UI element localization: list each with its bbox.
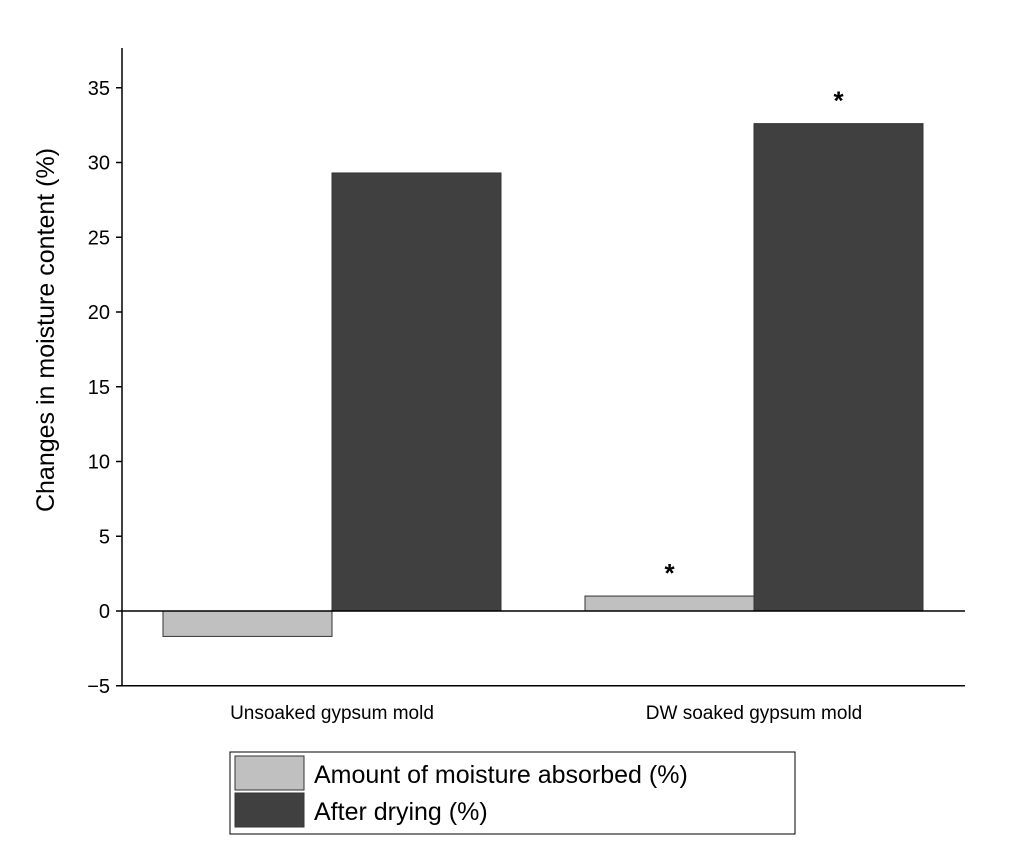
y-tick-label: 30 [88, 153, 110, 175]
y-tick-label: 35 [88, 78, 110, 100]
y-tick-label: 0 [99, 601, 110, 623]
x-tick-label: DW soaked gypsum mold [646, 703, 862, 724]
bar [584, 595, 755, 612]
bar [753, 123, 924, 612]
x-tick-label: Unsoaked gypsum mold [230, 703, 434, 724]
significance-marker: * [664, 558, 675, 588]
y-tick-label: 25 [88, 227, 110, 249]
legend-label: After drying (%) [314, 798, 488, 826]
bar [331, 172, 502, 612]
y-tick-label: 20 [88, 302, 110, 324]
y-axis-label: Changes in moisture content (%) [32, 148, 60, 512]
bar [162, 610, 333, 637]
legend-label: Amount of moisture absorbed (%) [314, 761, 688, 789]
y-tick-label: 15 [88, 377, 110, 399]
significance-marker: * [833, 86, 844, 116]
y-tick-label: 10 [88, 452, 110, 474]
legend [229, 751, 796, 835]
legend-swatch [234, 755, 305, 791]
y-tick-label: −5 [87, 676, 110, 698]
legend-swatch [234, 792, 305, 828]
y-tick-label: 5 [99, 526, 110, 548]
